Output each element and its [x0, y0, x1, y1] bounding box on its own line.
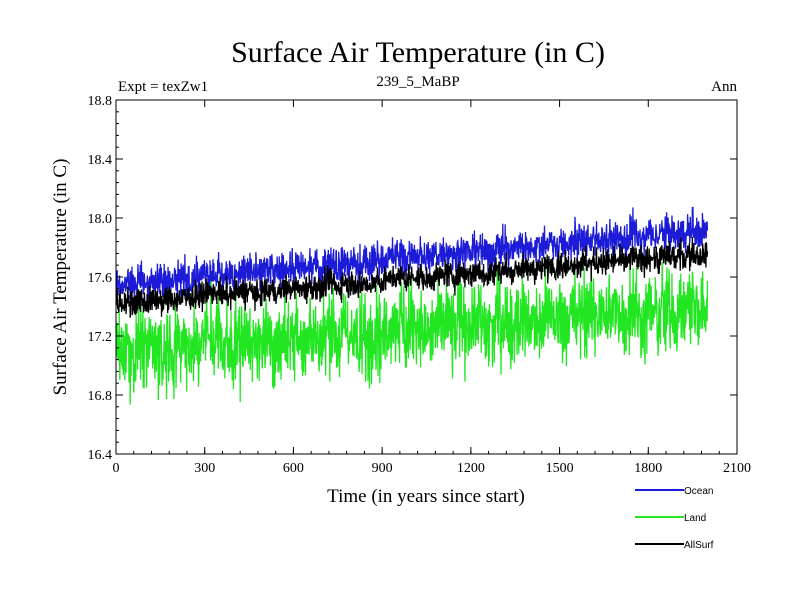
series-line-ocean	[115, 206, 709, 308]
y-tick-label: 16.8	[88, 389, 113, 404]
y-tick-label: 18.8	[88, 94, 113, 109]
season-label: Ann	[711, 79, 737, 95]
series-line-land	[115, 260, 709, 405]
x-tick-label: 900	[372, 461, 393, 476]
experiment-label: Expt = texZw1	[118, 79, 208, 95]
series-line-allsurf	[115, 236, 709, 318]
plot-frame	[115, 99, 738, 455]
x-axis-label: Time (in years since start)	[327, 486, 525, 507]
y-axis-label: Surface Air Temperature (in C)	[50, 159, 71, 396]
x-tick-label: 1500	[546, 461, 574, 476]
legend-label-land: Land	[684, 513, 706, 524]
x-tick-label: 2100	[723, 461, 751, 476]
series-layer	[115, 206, 709, 405]
period-label: 239_5_MaBP	[376, 74, 459, 90]
legend: Ocean Land AllSurf	[635, 486, 714, 551]
y-tick-label: 18.4	[88, 153, 113, 168]
y-tick-label: 17.6	[88, 271, 113, 286]
legend-label-ocean: Ocean	[684, 486, 713, 497]
x-tick-label: 1200	[457, 461, 485, 476]
chart-title: Surface Air Temperature (in C)	[231, 36, 605, 69]
legend-label-allsurf: AllSurf	[684, 540, 714, 551]
x-tick-label: 300	[194, 461, 215, 476]
x-tick-label: 1800	[634, 461, 662, 476]
y-tick-label: 16.4	[88, 448, 113, 463]
y-tick-label: 17.2	[88, 330, 113, 345]
x-tick-label: 0	[113, 461, 120, 476]
axes: 0 300 600 900 1200 1500 1800 2100 16.4 16.8 17.2 17…	[88, 94, 752, 476]
y-tick-label: 18.0	[88, 212, 113, 227]
x-tick-label: 600	[283, 461, 304, 476]
